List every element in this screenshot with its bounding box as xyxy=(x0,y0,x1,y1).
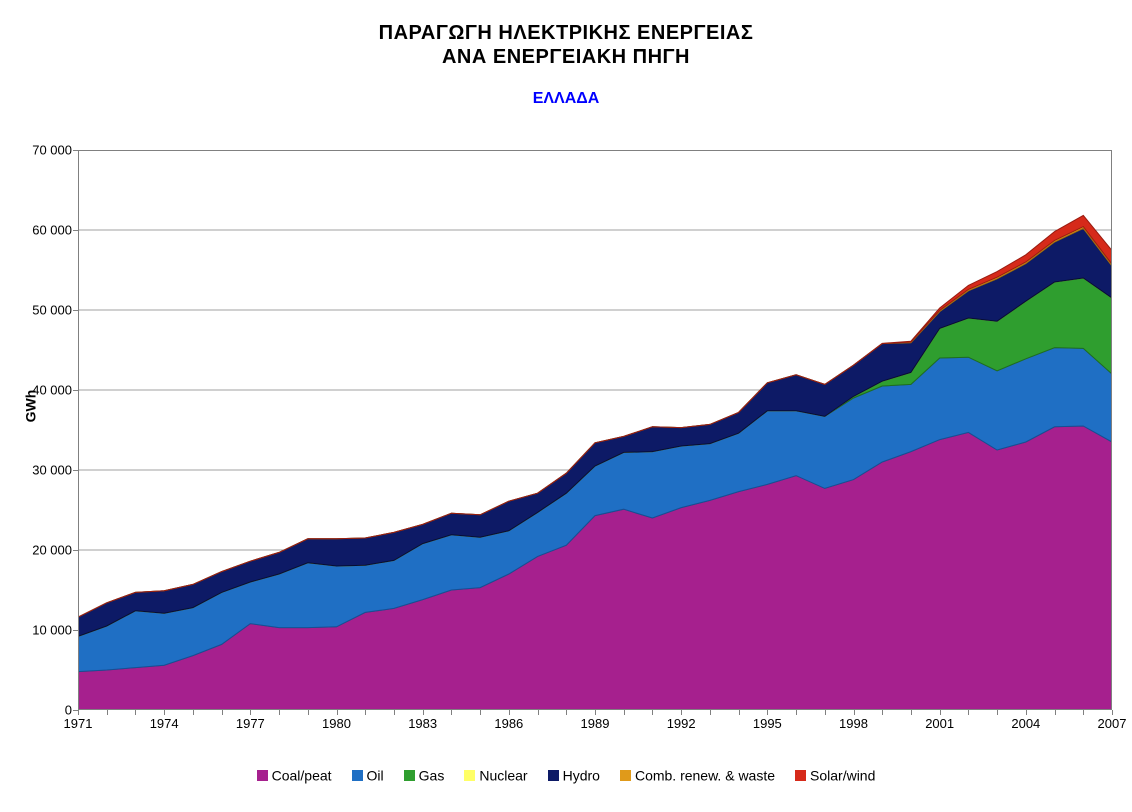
x-tick-label: 2004 xyxy=(1011,716,1040,731)
x-tick-mark xyxy=(940,710,941,715)
x-tick-mark xyxy=(193,710,194,715)
legend-swatch-nuclear xyxy=(464,770,475,781)
y-tick-mark xyxy=(73,470,78,471)
x-tick-label: 2007 xyxy=(1098,716,1127,731)
x-tick-mark xyxy=(337,710,338,715)
x-tick-mark xyxy=(595,710,596,715)
y-tick-mark xyxy=(73,150,78,151)
x-tick-label: 1974 xyxy=(150,716,179,731)
chart-title-line1: ΠΑΡΑΓΩΓΗ ΗΛΕΚΤΡΙΚΗΣ ΕΝΕΡΓΕΙΑΣ xyxy=(0,22,1132,45)
x-tick-mark xyxy=(997,710,998,715)
x-tick-mark xyxy=(911,710,912,715)
plot-area xyxy=(78,150,1112,710)
y-tick-label: 10 000 xyxy=(14,623,72,638)
y-tick-mark xyxy=(73,390,78,391)
x-tick-label: 1989 xyxy=(581,716,610,731)
x-tick-mark xyxy=(739,710,740,715)
legend-item-solarwind: Solar/wind xyxy=(795,766,875,783)
legend-swatch-coal xyxy=(257,770,268,781)
x-tick-label: 1995 xyxy=(753,716,782,731)
y-tick-mark xyxy=(73,230,78,231)
x-tick-label: 1980 xyxy=(322,716,351,731)
x-tick-mark xyxy=(509,710,510,715)
x-tick-label: 1992 xyxy=(667,716,696,731)
x-tick-mark xyxy=(796,710,797,715)
x-tick-mark xyxy=(78,710,79,715)
x-tick-mark xyxy=(710,710,711,715)
x-tick-mark xyxy=(538,710,539,715)
legend-swatch-hydro xyxy=(548,770,559,781)
x-tick-mark xyxy=(566,710,567,715)
x-tick-mark xyxy=(451,710,452,715)
x-tick-mark xyxy=(365,710,366,715)
x-tick-label: 2001 xyxy=(925,716,954,731)
legend-label-coal: Coal/peat xyxy=(272,767,332,783)
legend-swatch-oil xyxy=(352,770,363,781)
x-tick-mark xyxy=(968,710,969,715)
legend-item-gas: Gas xyxy=(404,766,445,783)
x-tick-mark xyxy=(1112,710,1113,715)
legend-item-oil: Oil xyxy=(352,766,384,783)
y-tick-label: 0 xyxy=(14,703,72,718)
legend-item-combrenew: Comb. renew. & waste xyxy=(620,766,775,783)
x-tick-mark xyxy=(480,710,481,715)
y-tick-mark xyxy=(73,630,78,631)
legend-label-oil: Oil xyxy=(367,767,384,783)
x-tick-mark xyxy=(652,710,653,715)
y-tick-label: 20 000 xyxy=(14,543,72,558)
legend-item-coal: Coal/peat xyxy=(257,766,332,783)
x-tick-mark xyxy=(164,710,165,715)
x-tick-mark xyxy=(825,710,826,715)
x-tick-mark xyxy=(250,710,251,715)
x-tick-mark xyxy=(624,710,625,715)
y-tick-label: 50 000 xyxy=(14,303,72,318)
chart-container: { "title_line1": "ΠΑΡΑΓΩΓΗ ΗΛΕΚΤΡΙΚΗΣ ΕΝ… xyxy=(0,0,1132,812)
legend-swatch-gas xyxy=(404,770,415,781)
x-tick-mark xyxy=(882,710,883,715)
area-chart-svg xyxy=(78,150,1112,710)
legend-item-hydro: Hydro xyxy=(548,766,600,783)
x-tick-mark xyxy=(107,710,108,715)
x-tick-mark xyxy=(394,710,395,715)
legend-swatch-combrenew xyxy=(620,770,631,781)
legend-label-gas: Gas xyxy=(419,767,445,783)
x-tick-mark xyxy=(308,710,309,715)
legend-swatch-solarwind xyxy=(795,770,806,781)
legend-item-nuclear: Nuclear xyxy=(464,766,527,783)
chart-subtitle: ΕΛΛΑΔΑ xyxy=(0,90,1132,108)
y-tick-label: 70 000 xyxy=(14,143,72,158)
y-tick-label: 40 000 xyxy=(14,383,72,398)
y-tick-label: 60 000 xyxy=(14,223,72,238)
x-tick-label: 1977 xyxy=(236,716,265,731)
legend-label-combrenew: Comb. renew. & waste xyxy=(635,767,775,783)
x-tick-mark xyxy=(423,710,424,715)
y-tick-mark xyxy=(73,550,78,551)
x-tick-mark xyxy=(1026,710,1027,715)
x-tick-mark xyxy=(222,710,223,715)
legend-label-nuclear: Nuclear xyxy=(479,767,527,783)
legend-label-hydro: Hydro xyxy=(563,767,600,783)
x-tick-mark xyxy=(1055,710,1056,715)
y-tick-mark xyxy=(73,310,78,311)
x-tick-mark xyxy=(681,710,682,715)
x-tick-mark xyxy=(135,710,136,715)
x-tick-mark xyxy=(854,710,855,715)
x-tick-mark xyxy=(1083,710,1084,715)
x-tick-label: 1971 xyxy=(64,716,93,731)
y-tick-mark xyxy=(73,710,78,711)
x-tick-mark xyxy=(767,710,768,715)
x-tick-mark xyxy=(279,710,280,715)
chart-title-line2: ΑΝΑ ΕΝΕΡΓΕΙΑΚΗ ΠΗΓΗ xyxy=(0,46,1132,69)
legend: Coal/peat Oil Gas Nuclear Hydro Comb. renew. … xyxy=(0,766,1132,783)
x-tick-label: 1998 xyxy=(839,716,868,731)
x-tick-label: 1983 xyxy=(408,716,437,731)
x-tick-label: 1986 xyxy=(494,716,523,731)
legend-label-solarwind: Solar/wind xyxy=(810,767,875,783)
y-tick-label: 30 000 xyxy=(14,463,72,478)
